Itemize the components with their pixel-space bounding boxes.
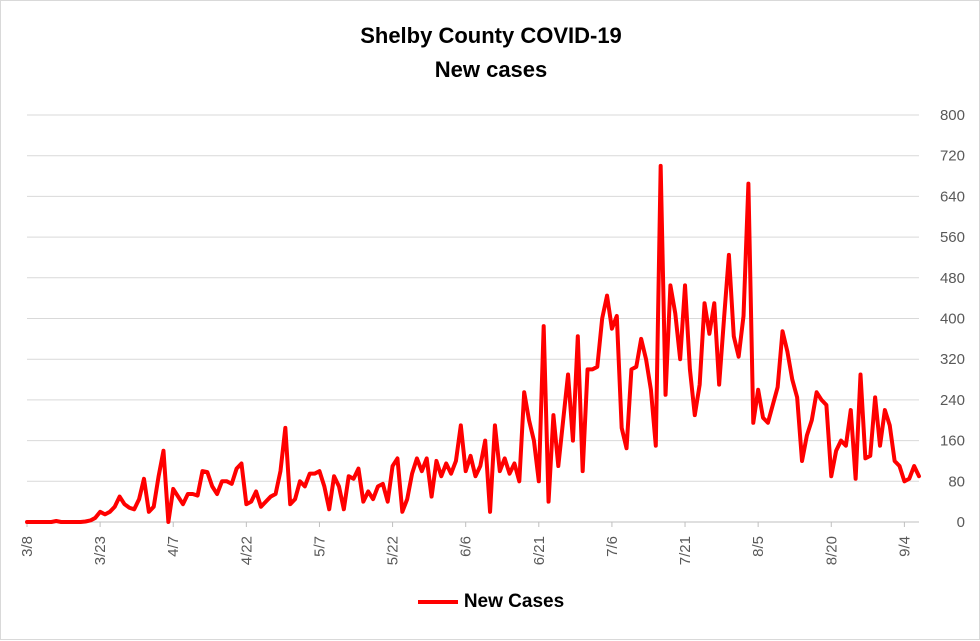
chart-title: Shelby County COVID-19 New cases <box>1 19 980 87</box>
x-tick-label: 7/6 <box>604 536 621 557</box>
legend-label: New Cases <box>463 591 565 612</box>
x-tick-label: 5/22 <box>385 536 402 565</box>
x-tick-label: 4/22 <box>238 536 255 565</box>
y-tick-label: 560 <box>940 229 965 246</box>
y-tick-label: 720 <box>940 148 965 165</box>
x-tick-label: 8/20 <box>823 536 840 565</box>
y-tick-label: 640 <box>940 188 965 205</box>
chart-title-line-2: New cases <box>434 57 548 82</box>
y-tick-label: 160 <box>940 433 965 450</box>
y-tick-label: 480 <box>940 270 965 287</box>
y-tick-label: 400 <box>940 311 965 328</box>
x-tick-label: 6/21 <box>531 536 548 565</box>
x-tick-label: 6/6 <box>458 536 475 557</box>
chart-legend: New Cases <box>1 591 980 613</box>
x-tick-label: 3/23 <box>92 536 109 565</box>
x-tick-label: 3/8 <box>19 536 36 557</box>
x-tick-label: 5/7 <box>311 536 328 557</box>
y-tick-label: 800 <box>940 107 965 124</box>
x-tick-label: 9/4 <box>896 536 913 557</box>
y-tick-label: 0 <box>957 514 965 531</box>
y-tick-label: 80 <box>948 473 965 490</box>
chart-title-line-1: Shelby County COVID-19 <box>360 23 622 48</box>
y-tick-label: 240 <box>940 392 965 409</box>
series-line-new-cases <box>25 163 921 524</box>
x-tick-label: 7/21 <box>677 536 694 565</box>
x-tick-label: 4/7 <box>165 536 182 557</box>
legend-swatch <box>417 599 458 604</box>
x-tick-label: 8/5 <box>750 536 767 557</box>
y-tick-label: 320 <box>940 351 965 368</box>
